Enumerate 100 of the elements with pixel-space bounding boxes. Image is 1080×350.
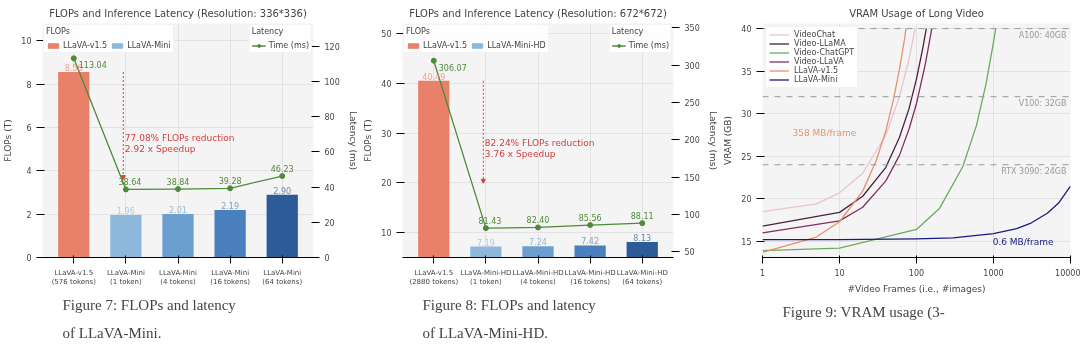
data-label: 2.01 <box>169 205 187 215</box>
y-tick-label: 4 <box>26 167 32 177</box>
y2-tick-label: 250 <box>684 98 700 108</box>
x-tick-label: 10000 <box>1055 268 1080 278</box>
y2-axis-title: Latency (ms) <box>707 111 718 170</box>
chart-title: FLOPs and Inference Latency (Resolution: 336*336) <box>49 7 307 19</box>
annotation: 2.92 x Speedup <box>124 143 196 154</box>
annotation: 77.08% FLOPs reduction <box>124 132 235 143</box>
data-label: 38.84 <box>166 178 190 188</box>
y-tick-label: 10 <box>381 229 392 239</box>
data-label: 82.40 <box>526 216 550 226</box>
point <box>279 173 286 180</box>
y-tick-label: 20 <box>381 179 392 189</box>
legend-label: Video-ChatGPT <box>794 48 855 57</box>
y-tick-label: 50 <box>381 29 392 39</box>
legend-label: Time (ms) <box>268 41 309 50</box>
y2-tick-label: 150 <box>684 173 700 183</box>
caption: Figure 8: FLOPs and latency of LLaVA-Mini-HD. <box>422 296 597 341</box>
x-tick-label: 10 <box>834 268 845 278</box>
y-tick-label: 35 <box>741 67 752 77</box>
annotation: Latency <box>251 27 285 36</box>
legend-title: FLOPs <box>406 27 431 36</box>
x-tick-label: 1 <box>759 268 766 278</box>
legend-label: VideoChat <box>794 30 836 39</box>
point <box>227 185 234 192</box>
ref-line-label: V100: 32GB <box>1018 98 1067 108</box>
chart-title: VRAM Usage of Long Video <box>849 7 984 19</box>
y-tick-label: 40 <box>381 79 392 89</box>
bar <box>214 210 246 258</box>
annotation: Latency <box>611 27 645 36</box>
data-label: 46.23 <box>270 165 294 175</box>
annotation: 3.76 x Speedup <box>484 148 556 159</box>
data-label: 39.28 <box>218 177 242 187</box>
y-tick-label: 30 <box>741 110 752 120</box>
point <box>175 186 181 193</box>
point <box>535 224 541 231</box>
y-tick-label: 2 <box>26 210 32 220</box>
point <box>430 57 437 64</box>
y2-tick-label: 300 <box>684 61 700 71</box>
y-tick-label: 15 <box>741 237 752 247</box>
data-label: 88.11 <box>630 212 654 222</box>
legend-label: LLaVA-v1.5 <box>794 66 839 75</box>
x-tick-label: 100 <box>908 268 925 278</box>
bar <box>110 215 142 258</box>
y-tick-label: 0 <box>26 254 32 263</box>
y-tick-label: 6 <box>26 124 32 133</box>
y2-tick-label: 100 <box>324 77 340 87</box>
ref-line-label: RTX 3090: 24GB <box>1001 166 1067 176</box>
legend-label: LLaVA-v1.5 <box>63 41 108 50</box>
y-tick-label: 20 <box>741 195 752 205</box>
point <box>70 55 77 62</box>
y2-tick-label: 50 <box>684 248 695 258</box>
data-label: 8.13 <box>633 233 652 243</box>
annotation: 358 MB/frame <box>792 127 857 138</box>
caption: Figure 7: FLOPs and latency of LLaVA-Mini. <box>62 296 237 341</box>
caption: Figure 9: VRAM usage (3- <box>782 303 945 321</box>
bar <box>266 194 298 258</box>
y-tick-label: 25 <box>741 152 752 162</box>
y2-tick-label: 120 <box>324 42 340 52</box>
data-label: 2.19 <box>221 202 240 212</box>
ref-line-label: A100: 40GB <box>1018 30 1067 40</box>
legend-label: LLaVA-v1.5 <box>423 41 468 50</box>
legend-title: FLOPs <box>46 27 71 36</box>
y-tick-label: 8 <box>26 80 32 90</box>
y-tick-label: 10 <box>21 37 32 47</box>
y-tick-label: 40 <box>741 25 752 35</box>
legend-label: Video-LLaVA <box>794 57 844 66</box>
x-axis-title: #Video Frames (i.e., #images) <box>847 283 986 294</box>
legend-label: LLaVA-Mini <box>127 41 171 50</box>
y-tick-label: 30 <box>381 129 392 139</box>
y2-tick-label: 100 <box>684 210 700 220</box>
x-tick-label: 1000 <box>983 268 1004 278</box>
legend-label: LLaVA-Mini <box>794 75 838 84</box>
y-axis-title: FLOPs (T) <box>3 119 14 162</box>
data-label: 306.07 <box>438 63 467 73</box>
data-label: 7.19 <box>476 238 495 248</box>
data-label: 1.96 <box>116 207 135 217</box>
data-label: 2.90 <box>273 186 292 196</box>
point <box>639 220 646 227</box>
y-axis-title: VRAM (GB) <box>723 116 734 165</box>
point <box>122 186 129 193</box>
point <box>587 222 594 229</box>
y2-tick-label: 60 <box>324 148 335 158</box>
point <box>482 225 489 232</box>
data-label: 7.24 <box>529 238 547 248</box>
y-axis-title: FLOPs (T) <box>363 119 374 162</box>
legend-label: LLaVA-Mini-HD <box>487 41 546 50</box>
bar <box>162 213 194 258</box>
y2-tick-label: 80 <box>324 113 335 123</box>
y2-tick-label: 200 <box>684 136 700 146</box>
chart-title: FLOPs and Inference Latency (Resolution: 672*672) <box>409 7 667 19</box>
legend-label: Video-LLaMA <box>794 39 846 48</box>
y2-tick-label: 0 <box>324 254 330 263</box>
data-label: 7.42 <box>581 237 600 247</box>
y2-tick-label: 350 <box>684 24 700 34</box>
annotation: 0.6 MB/frame <box>992 236 1054 247</box>
bar <box>58 72 90 258</box>
data-label: 85.56 <box>578 214 602 224</box>
y2-axis-title: Latency (ms) <box>347 111 358 170</box>
legend-label: Time (ms) <box>628 41 669 50</box>
